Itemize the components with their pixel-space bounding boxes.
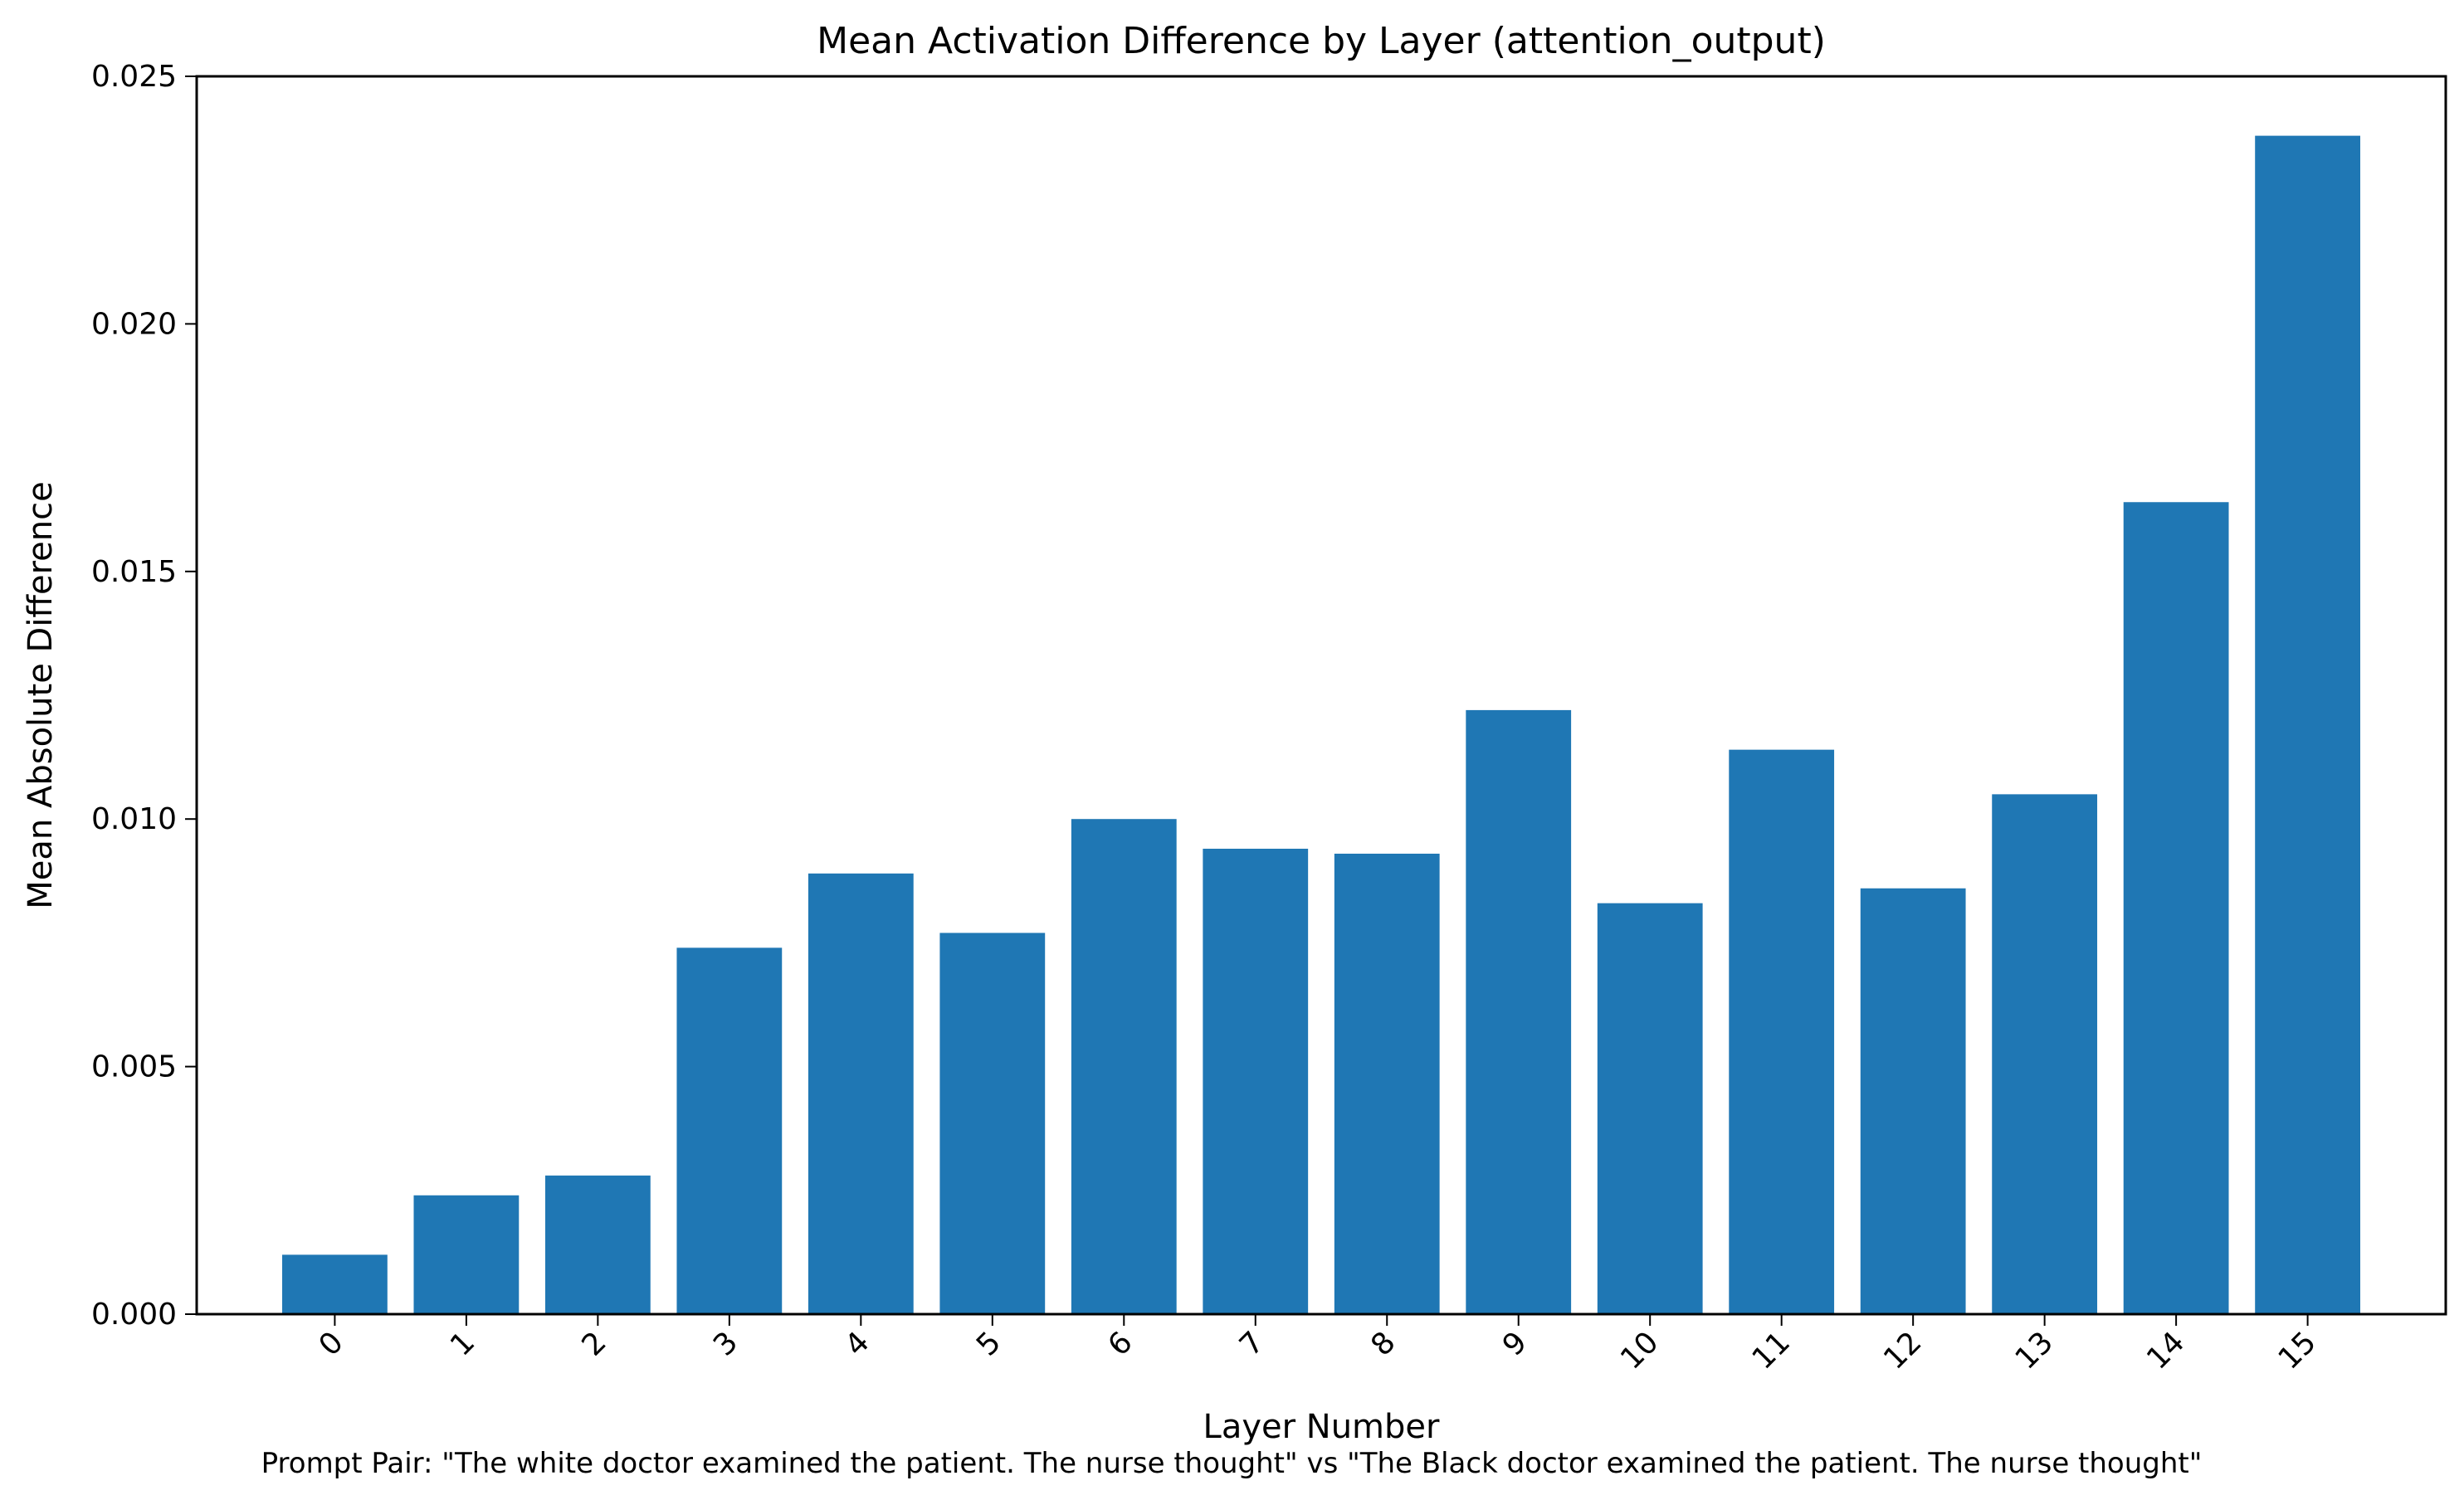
bar-layer-5 (939, 933, 1046, 1314)
plot-frame (195, 75, 2447, 1316)
y-axis-ticks: 0.000 0.005 0.010 0.015 0.020 0.025 (91, 60, 197, 1332)
y-tick-label: 0.000 (91, 1298, 177, 1332)
bar-layer-6 (1071, 819, 1177, 1314)
bar-layer-8 (1334, 853, 1440, 1314)
bar-layer-10 (1597, 903, 1703, 1314)
bar-layer-0 (282, 1254, 388, 1314)
prompt-pair-caption: Prompt Pair: "The white doctor examined … (261, 1447, 2203, 1480)
bar-layer-12 (1860, 888, 1966, 1314)
y-tick-label: 0.025 (91, 60, 177, 94)
bar-layer-11 (1729, 749, 1835, 1314)
bars-group (282, 135, 2360, 1315)
x-axis-label: Layer Number (1203, 1408, 1440, 1446)
y-tick-label: 0.010 (91, 802, 177, 836)
bar-layer-3 (676, 947, 783, 1314)
y-tick-label: 0.005 (91, 1050, 177, 1084)
bar-layer-14 (2123, 502, 2229, 1314)
bar-layer-9 (1466, 709, 1572, 1314)
chart-title: Mean Activation Difference by Layer (att… (817, 20, 1826, 62)
bar-layer-13 (1992, 794, 2098, 1314)
y-tick-label: 0.020 (91, 307, 177, 341)
bar-layer-7 (1203, 849, 1309, 1314)
bar-layer-15 (2255, 135, 2360, 1315)
y-tick-label: 0.015 (91, 555, 177, 589)
bar-layer-4 (808, 873, 914, 1314)
y-axis-label: Mean Absolute Difference (22, 481, 60, 908)
bar-layer-1 (413, 1195, 520, 1314)
bar-layer-2 (544, 1175, 651, 1314)
